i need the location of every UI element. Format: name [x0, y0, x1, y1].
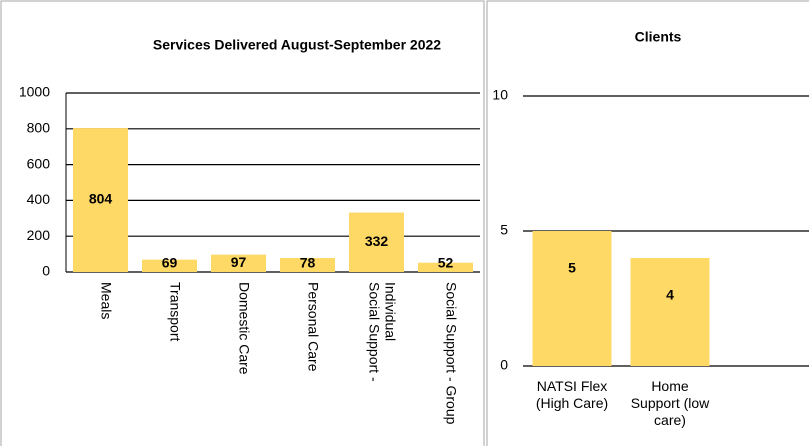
- y-tick-label: 400: [27, 191, 51, 207]
- y-tick-label: 600: [27, 155, 51, 171]
- bar: [280, 258, 335, 272]
- bar: [349, 212, 404, 272]
- data-label: 332: [365, 233, 389, 249]
- y-tick-label: 1000: [19, 84, 50, 100]
- data-label: 5: [568, 260, 576, 276]
- y-tick-label: 0: [500, 357, 508, 373]
- y-tick-label: 5: [500, 222, 508, 238]
- data-label: 52: [438, 255, 454, 271]
- x-tick-label: Social Support - Group: [443, 282, 460, 425]
- chart-title: Clients: [635, 29, 682, 45]
- y-tick-label: 0: [42, 263, 50, 279]
- bar: [532, 231, 612, 366]
- bar: [418, 262, 473, 272]
- data-label: 4: [666, 287, 674, 303]
- bar: [73, 128, 128, 272]
- x-tick-label: Personal Care: [305, 282, 322, 372]
- x-tick-label: Social Support - Individual: [366, 282, 399, 382]
- x-tick-label: Meals: [98, 282, 115, 320]
- y-tick-label: 200: [27, 227, 51, 243]
- x-tick-label: Transport: [167, 282, 184, 342]
- data-label: 804: [89, 191, 113, 207]
- bar: [211, 254, 266, 272]
- bar: [142, 259, 197, 272]
- x-tick-label: Domestic Care: [236, 282, 253, 375]
- data-label: 69: [162, 255, 178, 271]
- x-tick-label: NATSI Flex (High Care): [535, 378, 609, 411]
- data-label: 97: [231, 254, 247, 270]
- y-tick-label: 10: [492, 87, 508, 103]
- y-tick-label: 800: [27, 120, 51, 136]
- panel: [486, 0, 809, 446]
- x-tick-label: Home Support (low care): [630, 378, 710, 428]
- bar: [630, 258, 710, 366]
- data-label: 78: [300, 255, 316, 271]
- chart-title: Services Delivered August-September 2022: [153, 37, 441, 53]
